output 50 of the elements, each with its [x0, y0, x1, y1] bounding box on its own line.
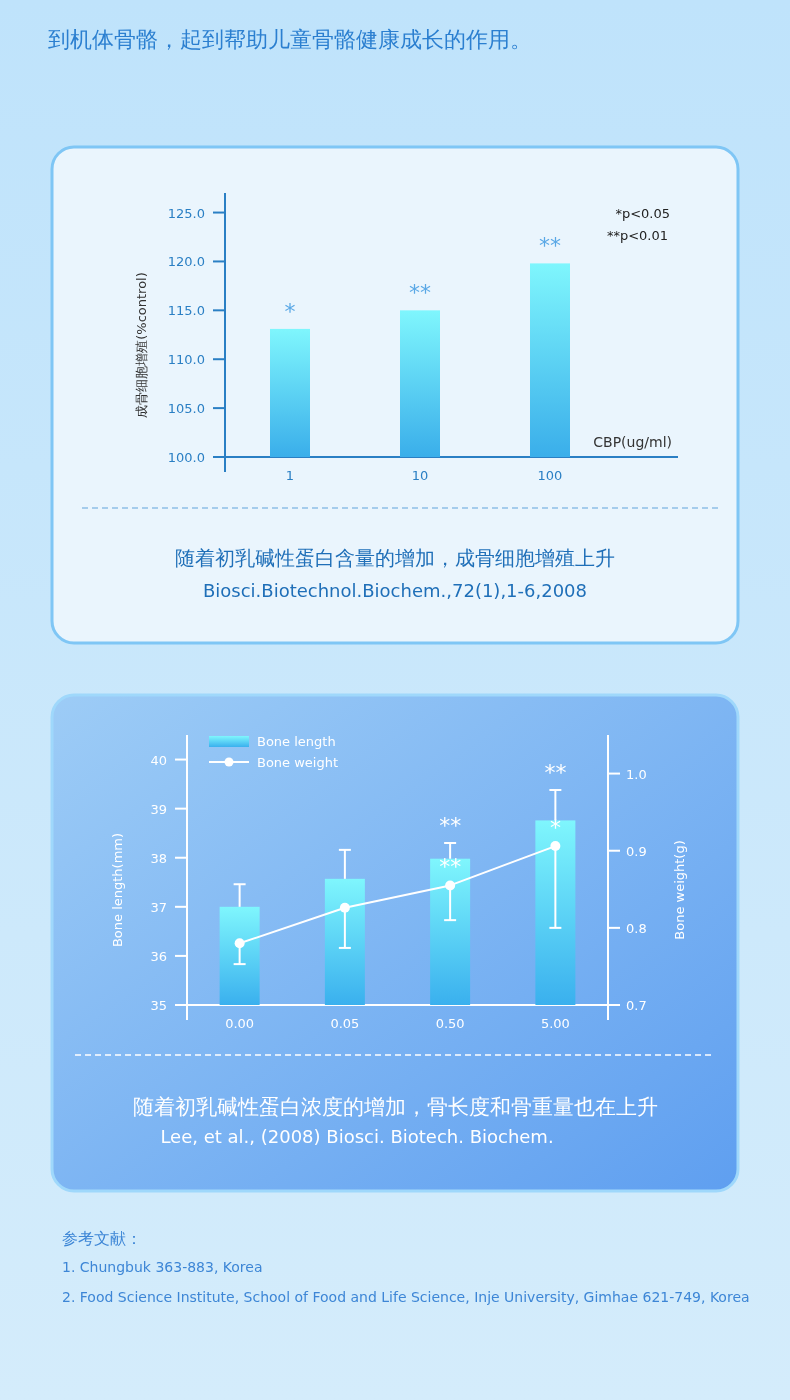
text: 随着初乳碱性蛋白浓度的增加，骨长度和骨重量也在上升 [132, 1095, 658, 1119]
text: Biosci.Biotechnol.Biochem.,72(1),1-6,2008 [202, 580, 588, 601]
x-tick-label: 0.50 [435, 1016, 465, 1031]
y-tick-label: 110.0 [167, 352, 205, 368]
y-tick-label: 38 [150, 850, 167, 866]
annotation: ** [409, 280, 431, 306]
legend-label: Bone length [257, 734, 336, 749]
y2-tick-label: 0.8 [626, 920, 647, 936]
y-tick-label: 37 [150, 899, 167, 915]
x-axis-title: CBP(ug/ml) [593, 434, 672, 450]
y2-tick-label: 1.0 [626, 766, 647, 782]
x-tick-label: 100 [537, 468, 563, 483]
x-tick-label: 5.00 [540, 1016, 570, 1031]
x-tick-label: 10 [411, 468, 429, 483]
point [550, 841, 561, 852]
text: 2. Food Science Institute, School of Food and Life Science, Inje University, Gimhae 621-749, Korea [62, 1289, 750, 1305]
annotation: ** [544, 759, 567, 785]
annotation: ** [439, 854, 462, 880]
y2-axis-title: Bone weight(g) [672, 840, 687, 940]
text: 参考文献： [62, 1229, 142, 1248]
y-tick-label: 35 [150, 998, 167, 1013]
y-tick-label: 40 [150, 752, 167, 768]
y2-tick-label: 0.7 [626, 998, 647, 1013]
annotation: * [284, 298, 296, 324]
y-tick-label: 115.0 [167, 303, 205, 319]
y-tick-label: 125.0 [167, 205, 205, 221]
x-tick-label: 0.05 [330, 1016, 360, 1031]
x-tick-label: 0.00 [225, 1016, 255, 1031]
annotation: * [549, 814, 561, 840]
y2-tick-label: 0.9 [626, 843, 647, 859]
y-tick-label: 39 [150, 801, 167, 817]
annotation: **p<0.01 [606, 228, 668, 243]
point [339, 902, 350, 913]
point [445, 880, 456, 891]
annotation: *p<0.05 [615, 206, 670, 221]
y-tick-label: 36 [150, 948, 167, 964]
y-axis-title: 成骨细胞增殖(%control) [134, 272, 149, 418]
y-tick-label: 105.0 [167, 401, 205, 417]
y-axis-title: Bone length(mm) [110, 832, 125, 948]
text: 1. Chungbuk 363-883, Korea [62, 1259, 263, 1275]
text: 随着初乳碱性蛋白含量的增加，成骨细胞增殖上升 [175, 546, 615, 570]
annotation: ** [539, 233, 561, 259]
x-tick-label: 1 [285, 468, 295, 483]
point [234, 938, 245, 949]
y-tick-label: 120.0 [167, 254, 205, 270]
y-tick-label: 100.0 [167, 450, 205, 465]
annotation: ** [439, 813, 462, 838]
text: 到机体骨骼，起到帮助儿童骨骼健康成长的作用。 [48, 27, 532, 52]
text: Lee, et al., (2008) Biosci. Biotech. Biochem. [160, 1126, 554, 1147]
legend-label: Bone weight [257, 755, 339, 770]
